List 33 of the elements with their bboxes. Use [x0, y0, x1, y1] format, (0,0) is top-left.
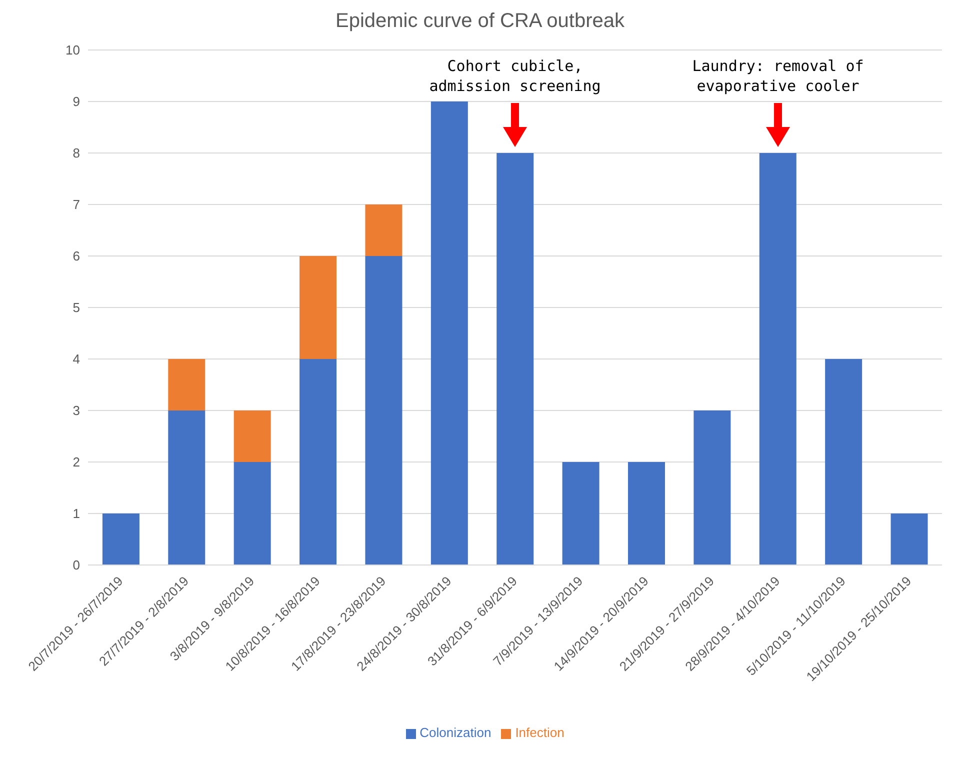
bar: [300, 256, 337, 359]
bar: [628, 462, 665, 565]
bar: [496, 153, 534, 565]
bar: [430, 102, 468, 565]
bar: [365, 204, 402, 256]
bar: [562, 462, 600, 565]
bar: [825, 359, 862, 565]
annotation: Cohort cubicle, admission screening: [429, 57, 601, 95]
y-tick-label: 9: [72, 94, 80, 110]
y-tick-label: 2: [72, 454, 80, 470]
bar: [168, 410, 206, 565]
bar: [300, 359, 337, 565]
bar: [759, 153, 796, 565]
bar: [365, 256, 402, 565]
annotation: Laundry: removal of evaporative cooler: [692, 57, 864, 95]
bar: [890, 514, 928, 565]
y-tick-label: 3: [72, 403, 80, 418]
y-tick-label: 5: [72, 300, 80, 316]
y-tick-label: 0: [72, 558, 80, 573]
y-tick-label: 4: [72, 352, 80, 367]
bar: [694, 410, 731, 565]
y-tick-label: 10: [66, 42, 80, 58]
legend-label: Infection: [515, 725, 564, 740]
chart-title: Epidemic curve of CRA outbreak: [334, 10, 626, 34]
y-tick-label: 8: [72, 146, 80, 161]
bar: [234, 462, 271, 565]
y-tick-label: 7: [72, 197, 80, 212]
legend-label: Colonization: [420, 725, 492, 740]
y-tick-label: 1: [72, 506, 80, 522]
bar: [234, 410, 271, 462]
y-tick-label: 6: [72, 248, 80, 264]
bar: [102, 514, 140, 565]
bar: [168, 359, 206, 410]
